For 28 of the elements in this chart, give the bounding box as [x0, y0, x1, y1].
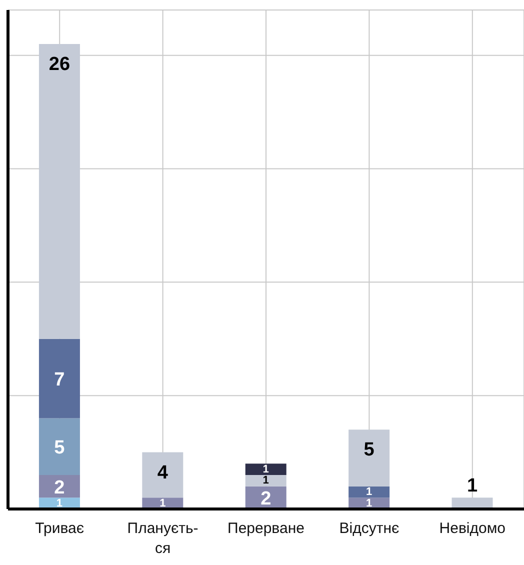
- data-label: 2: [260, 488, 272, 510]
- bar: [142, 452, 184, 498]
- data-label: 1: [466, 476, 478, 497]
- x-tick-label: Відсутнє: [339, 520, 400, 537]
- bar: [38, 44, 80, 339]
- data-label: 1: [56, 497, 63, 510]
- data-label: 4: [157, 462, 168, 484]
- data-label: 26: [48, 54, 70, 76]
- data-label: 5: [54, 438, 66, 459]
- bar: [38, 418, 80, 475]
- bar: [245, 474, 286, 486]
- x-tick-label: Невідомо: [439, 520, 506, 537]
- x-tick-label: Триває: [35, 520, 84, 537]
- data-label: 1: [366, 486, 372, 498]
- data-label: 5: [364, 440, 375, 461]
- x-tick-label: Перерване: [228, 520, 304, 537]
- bar: [245, 464, 286, 475]
- bar: [38, 338, 80, 418]
- x-tick-label: Плануєть-ся: [127, 520, 198, 557]
- data-label: 2: [54, 477, 65, 498]
- bar: [38, 474, 80, 498]
- bar: [348, 486, 390, 498]
- bar: [348, 430, 390, 486]
- data-label: 1: [160, 497, 166, 510]
- data-label: 1: [366, 497, 372, 510]
- data-label: 7: [54, 370, 65, 391]
- data-label: 1: [262, 463, 269, 476]
- data-label: 1: [262, 474, 269, 487]
